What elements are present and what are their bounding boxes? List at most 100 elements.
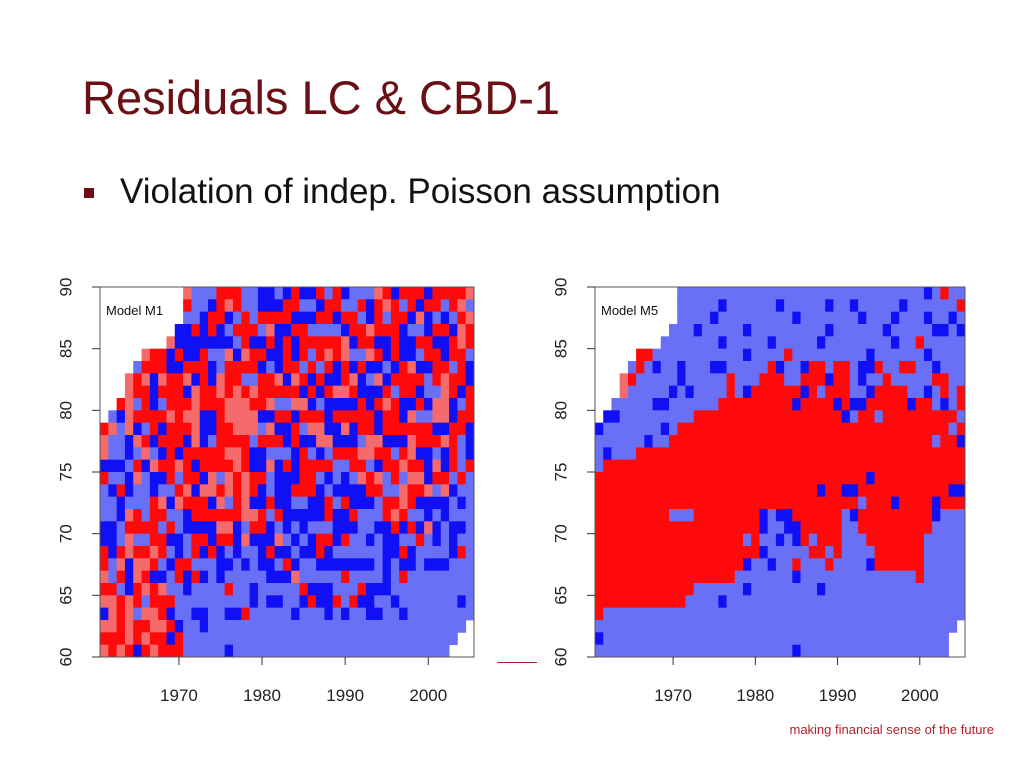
- heatmap-cell: [734, 348, 744, 362]
- heatmap-cell: [191, 607, 201, 621]
- heatmap-cell: [784, 533, 793, 547]
- heatmap-cell: [158, 447, 167, 461]
- heatmap-cell: [282, 509, 292, 522]
- heatmap-cell: [899, 398, 908, 411]
- heatmap-cell: [817, 583, 826, 596]
- heatmap-cell: [241, 496, 250, 510]
- heatmap-cell: [457, 422, 467, 436]
- heatmap-cell: [199, 422, 209, 436]
- heatmap-cell: [199, 607, 209, 621]
- heatmap-cell: [216, 459, 226, 473]
- heatmap-cell: [266, 336, 275, 350]
- heatmap-cell: [718, 509, 727, 522]
- heatmap-cell: [677, 607, 686, 621]
- heatmap-cell: [158, 533, 167, 547]
- heatmap-cell: [141, 398, 151, 411]
- panel-label: Model M5: [601, 303, 658, 318]
- heatmap-cell: [316, 620, 325, 633]
- heatmap-cell: [767, 496, 777, 510]
- heatmap-cell: [274, 410, 284, 424]
- heatmap-cell: [817, 533, 826, 547]
- heatmap-cell: [349, 299, 359, 313]
- heatmap-cell: [907, 558, 917, 572]
- heatmap-cell: [595, 595, 604, 609]
- heatmap-cell: [636, 447, 645, 461]
- heatmap-cell: [940, 644, 949, 658]
- heatmap-cell: [108, 521, 118, 535]
- heatmap-cell: [141, 385, 151, 399]
- heatmap-cell: [349, 435, 359, 448]
- heatmap-cell: [817, 620, 826, 633]
- heatmap-cell: [232, 311, 242, 325]
- heatmap-cell: [685, 521, 695, 535]
- heatmap-cell: [899, 324, 908, 337]
- heatmap-cell: [116, 422, 126, 436]
- heatmap-cell: [948, 595, 958, 609]
- heatmap-cell: [299, 410, 309, 424]
- heatmap-cell: [266, 558, 275, 572]
- heatmap-cell: [299, 398, 309, 411]
- heatmap-cell: [710, 533, 719, 547]
- heatmap-cell: [249, 583, 259, 596]
- heatmap-cell: [266, 570, 275, 584]
- heatmap-cell: [316, 385, 325, 399]
- heatmap-cell: [357, 595, 367, 609]
- heatmap-cell: [357, 422, 367, 436]
- heatmap-cell: [677, 361, 686, 374]
- heatmap-cell: [341, 607, 350, 621]
- heatmap-cell: [775, 632, 785, 646]
- heatmap-cell: [784, 607, 793, 621]
- heatmap-cell: [349, 361, 359, 374]
- heatmap-cell: [751, 644, 760, 658]
- heatmap-cell: [660, 348, 670, 362]
- heatmap-cell: [743, 385, 752, 399]
- heatmap-cell: [701, 373, 711, 387]
- heatmap-cell: [341, 583, 350, 596]
- heatmap-cell: [158, 398, 167, 411]
- heatmap-cell: [440, 620, 450, 633]
- heatmap-cell: [817, 459, 826, 473]
- heatmap-cell: [174, 644, 184, 658]
- heatmap-cell: [324, 287, 334, 300]
- heatmap-cell: [399, 521, 408, 535]
- heatmap-cell: [199, 533, 209, 547]
- heatmap-cell: [726, 521, 736, 535]
- heatmap-cell: [940, 570, 949, 584]
- heatmap-cell: [149, 459, 159, 473]
- heatmap-cell: [923, 521, 933, 535]
- heatmap-cell: [365, 361, 375, 374]
- heatmap-cell: [166, 570, 176, 584]
- heatmap-cell: [166, 533, 176, 547]
- heatmap-cell: [907, 373, 917, 387]
- heatmap-cell: [891, 299, 900, 313]
- heatmap-cell: [882, 324, 892, 337]
- heatmap-cell: [124, 435, 134, 448]
- heatmap-cell: [751, 373, 760, 387]
- heatmap-cell: [349, 583, 359, 596]
- heatmap-cell: [390, 472, 400, 485]
- heatmap-cell: [440, 422, 450, 436]
- heatmap-cell: [701, 546, 711, 559]
- heatmap-cell: [743, 595, 752, 609]
- heatmap-cell: [241, 311, 250, 325]
- heatmap-cell: [726, 509, 736, 522]
- heatmap-cell: [349, 398, 359, 411]
- heatmap-cell: [465, 324, 475, 337]
- heatmap-cell: [133, 410, 142, 424]
- heatmap-cell: [365, 311, 375, 325]
- heatmap-cell: [866, 595, 875, 609]
- heatmap-cell: [457, 546, 467, 559]
- bullet-text: Violation of indep. Poisson assumption: [120, 172, 721, 211]
- heatmap-cell: [116, 607, 126, 621]
- heatmap-cell: [751, 583, 760, 596]
- heatmap-cell: [759, 459, 769, 473]
- heatmap-cell: [133, 484, 142, 498]
- heatmap-cell: [784, 336, 793, 350]
- heatmap-cell: [882, 373, 892, 387]
- heatmap-cell: [693, 484, 703, 498]
- heatmap-cell: [923, 509, 933, 522]
- heatmap-cell: [199, 521, 209, 535]
- heatmap-cell: [357, 373, 367, 387]
- heatmap-cell: [726, 484, 736, 498]
- heatmap-cell: [866, 435, 875, 448]
